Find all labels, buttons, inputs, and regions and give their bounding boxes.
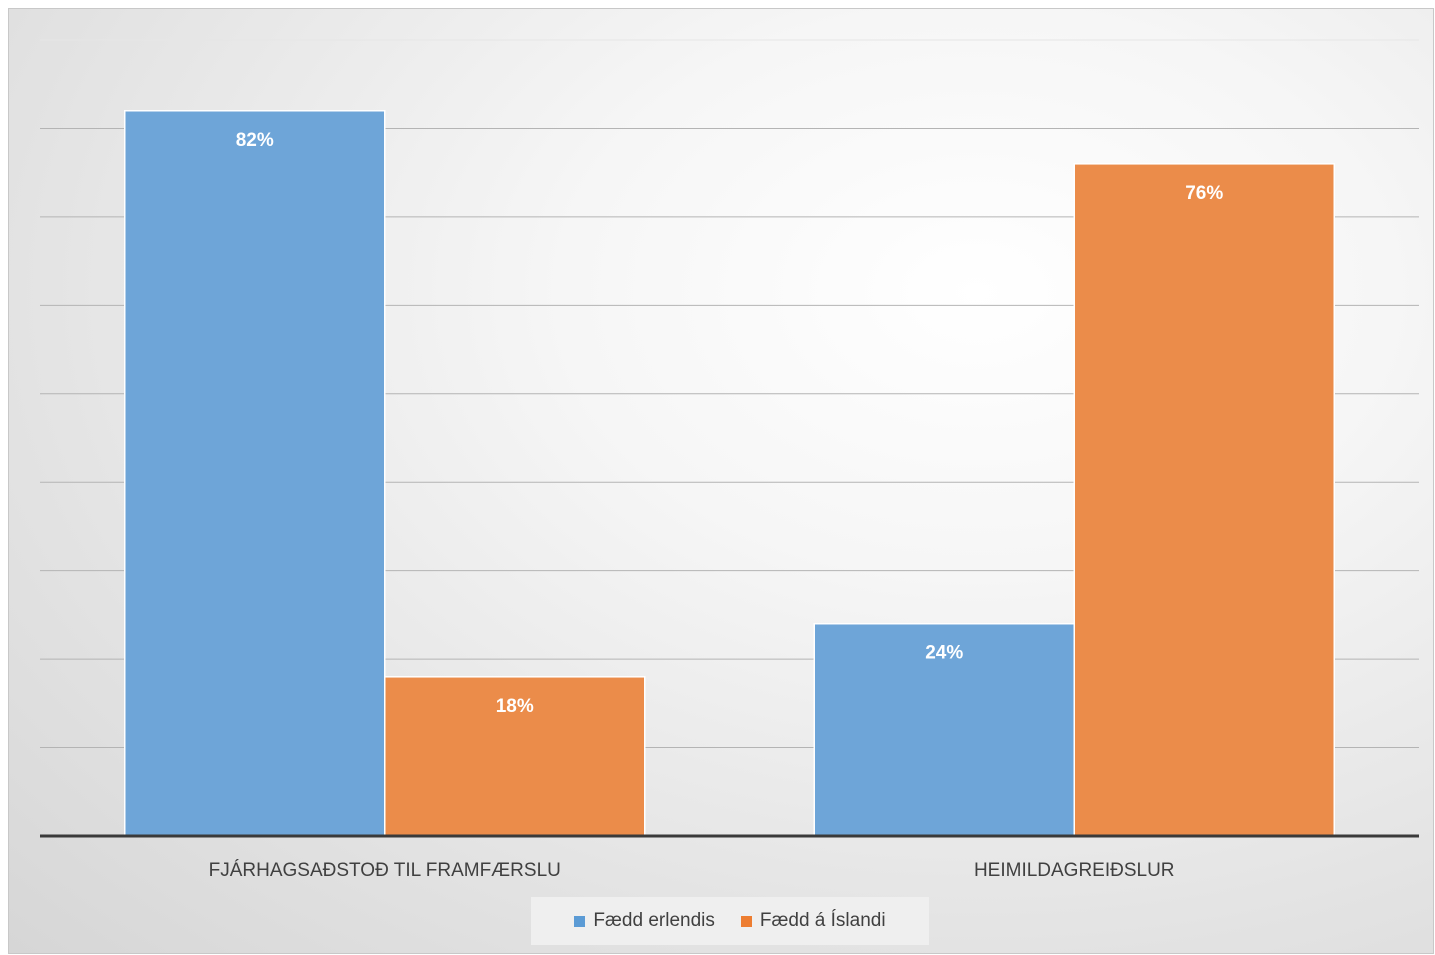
legend-item-iceland-born: Fædd á Íslandi bbox=[740, 910, 886, 932]
bar bbox=[1073, 163, 1335, 837]
legend-label-foreign-born: Fædd erlendis bbox=[593, 910, 715, 931]
legend-label-iceland-born: Fædd á Íslandi bbox=[759, 910, 886, 931]
bar bbox=[124, 110, 386, 837]
legend-swatch-foreign-born bbox=[574, 915, 586, 927]
category-label: FJÁRHAGSAÐSTOÐ TIL FRAMFÆRSLU bbox=[209, 860, 561, 881]
data-label: 76% bbox=[1185, 183, 1223, 204]
category-label: HEIMILDAGREIÐSLUR bbox=[974, 860, 1175, 881]
legend-item-foreign-born: Fædd erlendis bbox=[574, 910, 715, 932]
legend: Fædd erlendis Fædd á Íslandi bbox=[531, 897, 929, 945]
legend-swatch-iceland-born bbox=[740, 915, 752, 927]
data-label: 82% bbox=[236, 130, 274, 151]
data-label: 24% bbox=[925, 643, 963, 664]
data-label: 18% bbox=[496, 696, 534, 717]
